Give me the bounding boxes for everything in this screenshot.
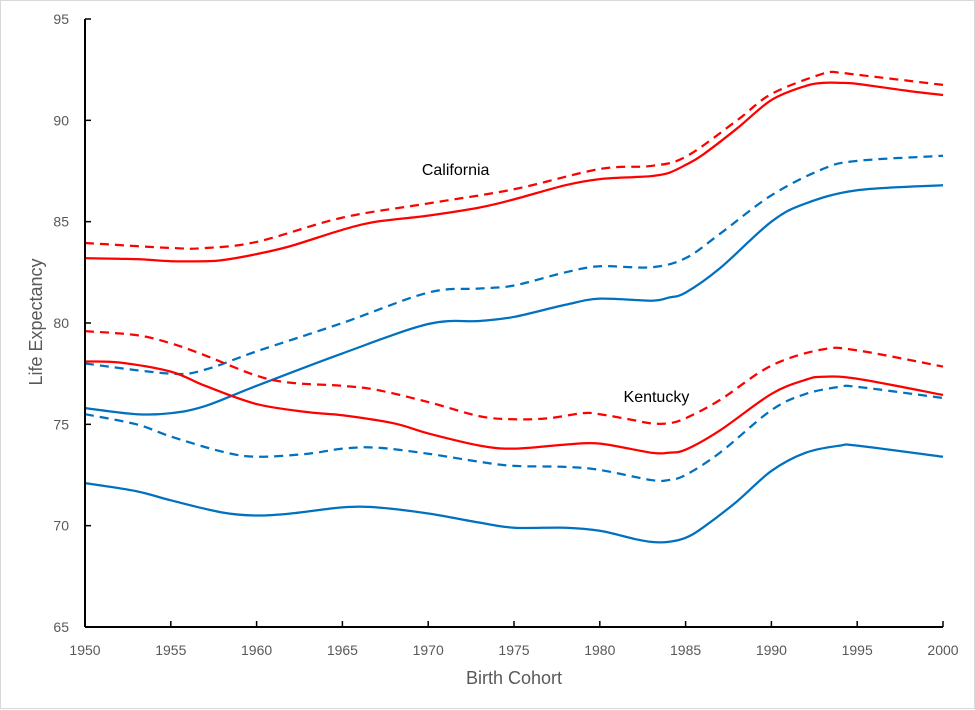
series-line-3 xyxy=(84,184,944,416)
y-tick-label: 70 xyxy=(53,518,69,534)
x-tick-label: 1960 xyxy=(241,642,272,658)
y-tick-label: 95 xyxy=(53,11,69,27)
series-line-6 xyxy=(84,384,944,483)
x-axis-title: Birth Cohort xyxy=(466,668,562,688)
y-axis-title: Life Expectancy xyxy=(26,258,46,385)
x-tick-label: 2000 xyxy=(927,642,958,658)
ticks-layer: 65 70 75 80 85 90 95 1950 1955 1960 1965 1970 1975 19… xyxy=(53,11,958,658)
x-tick-label: 1955 xyxy=(155,642,186,658)
y-tick-label: 65 xyxy=(53,619,69,635)
series-line-0 xyxy=(84,70,944,250)
series-line-7 xyxy=(84,443,944,544)
y-tick-label: 85 xyxy=(53,214,69,230)
annotation-kentucky: Kentucky xyxy=(624,389,690,406)
x-tick-label: 1985 xyxy=(670,642,701,658)
x-tick-label: 1990 xyxy=(756,642,787,658)
x-tick-label: 1950 xyxy=(69,642,100,658)
series-line-2 xyxy=(84,154,944,376)
x-tick-label: 1995 xyxy=(842,642,873,658)
y-tick-label: 75 xyxy=(53,416,69,432)
series-line-5 xyxy=(84,360,944,455)
x-tick-label: 1975 xyxy=(498,642,529,658)
x-tick-label: 1965 xyxy=(327,642,358,658)
annotation-california: California xyxy=(422,162,490,179)
y-tick-label: 80 xyxy=(53,315,69,331)
y-tick-label: 90 xyxy=(53,112,69,128)
x-tick-label: 1970 xyxy=(413,642,444,658)
x-tick-label: 1980 xyxy=(584,642,615,658)
series-layer xyxy=(84,70,944,544)
axes-layer xyxy=(84,19,943,628)
series-line-4 xyxy=(84,329,944,425)
series-line-1 xyxy=(84,81,944,263)
